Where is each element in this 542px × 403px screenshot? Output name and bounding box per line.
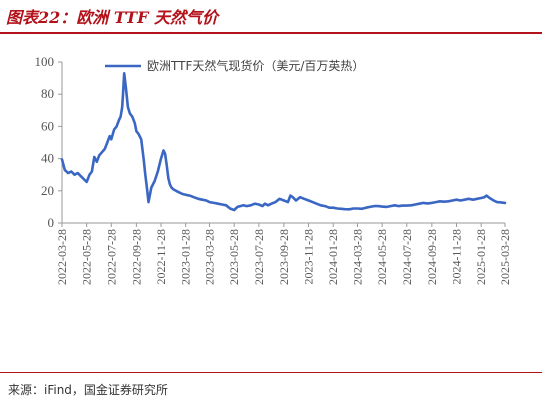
x-tick-label: 2022-07-28: [104, 229, 118, 285]
chart-series: [60, 71, 507, 212]
x-tick-label: 2023-03-28: [203, 229, 217, 285]
x-tick-label: 2022-03-28: [55, 229, 69, 285]
x-tick-label: 2023-07-28: [252, 229, 266, 285]
y-tick-label: 60: [41, 118, 54, 133]
source-rule: [0, 372, 542, 373]
line-chart: 0 20 40 60 80 100 2022-03-28 2022-05-28 2022-07-…: [35, 54, 513, 285]
y-tick-label: 100: [35, 54, 55, 69]
series-line: [60, 71, 507, 212]
x-tick-label: 2023-09-28: [277, 229, 291, 285]
x-tick-label: 2024-03-28: [350, 229, 364, 285]
x-tick-label: 2025-03-28: [498, 229, 512, 285]
y-tick-label: 80: [41, 86, 54, 101]
x-tick-label: 2022-05-28: [80, 229, 94, 285]
x-tick-label: 2024-05-28: [375, 229, 389, 285]
chart-axes: 0 20 40 60 80 100 2022-03-28 2022-05-28 2022-07-…: [35, 54, 513, 285]
x-tick-label: 2024-09-28: [425, 229, 439, 285]
source-note: 来源：iFind，国金证券研究所: [8, 383, 168, 397]
x-tick-label: 2023-11-28: [302, 229, 316, 285]
x-tick-label: 2024-01-28: [326, 229, 340, 285]
x-tick-label: 2023-05-28: [227, 229, 241, 285]
x-tick-label: 2025-01-28: [474, 229, 488, 285]
y-tick-label: 40: [41, 151, 54, 166]
y-tick-label: 0: [48, 215, 55, 230]
legend-label: 欧洲TTF天然气现货价（美元/百万英热）: [147, 58, 364, 73]
x-tick-label: 2022-09-28: [129, 229, 143, 285]
chart-legend: 欧洲TTF天然气现货价（美元/百万英热）: [105, 58, 364, 73]
x-tick-label: 2023-01-28: [179, 229, 193, 285]
x-tick-label: 2024-07-28: [400, 229, 414, 285]
x-tick-label: 2022-11-28: [154, 229, 168, 285]
y-tick-label: 20: [41, 183, 54, 198]
title-rule: [0, 32, 542, 34]
figure-title: 图表22：欧洲 TTF 天然气价: [6, 8, 219, 27]
x-tick-label: 2024-11-28: [449, 229, 463, 285]
